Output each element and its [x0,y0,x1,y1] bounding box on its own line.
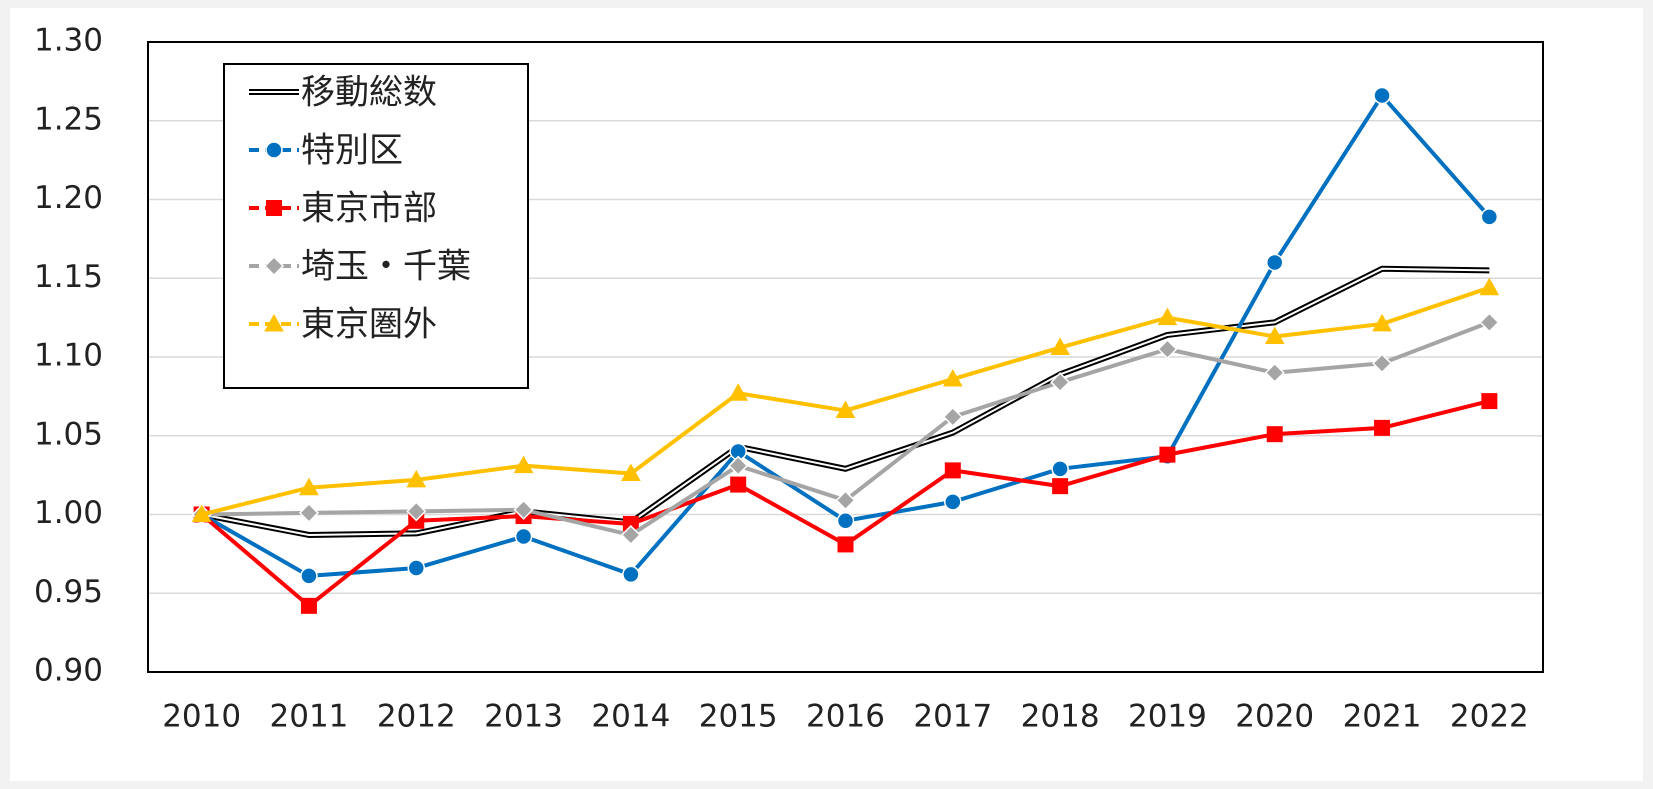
x-tick-label: 2018 [1021,699,1100,735]
marker [728,383,749,401]
marker [728,455,749,476]
y-tick-label: 1.20 [34,180,103,216]
marker [1264,362,1285,383]
y-tick-label: 1.00 [34,495,103,531]
marker [620,524,641,546]
marker [1157,339,1178,360]
x-tick-label: 2021 [1343,699,1422,735]
marker [837,536,854,553]
x-tick-label: 2011 [270,699,349,735]
x-tick-label: 2019 [1128,699,1207,735]
marker [1481,393,1498,410]
marker [191,504,212,522]
marker [944,493,962,511]
marker [1479,312,1500,333]
marker [1480,208,1499,226]
marker [621,463,641,482]
x-tick-label: 2015 [699,699,778,735]
marker [1374,419,1391,436]
marker [836,512,855,530]
marker [1372,313,1392,332]
y-tick-label: 1.05 [34,416,103,452]
marker [513,455,534,474]
x-tick-label: 2016 [806,699,885,735]
marker [1050,337,1070,356]
x-tick-label: 2010 [162,699,241,735]
marker [944,462,961,479]
legend-marker [264,313,284,332]
series-line [201,267,1490,536]
legend-box [223,63,529,389]
marker [730,476,747,493]
marker [406,469,427,488]
marker [1052,478,1069,495]
marker [1051,460,1069,478]
x-tick-label: 2014 [591,699,670,735]
marker [1479,277,1500,296]
marker [1373,86,1391,105]
legend-label: 移動総数 [301,73,437,113]
marker [1159,446,1176,463]
marker [406,501,427,522]
marker [513,499,534,520]
legend-label: 埼玉・千葉 [301,247,471,287]
marker [622,565,640,584]
marker [514,527,533,546]
legend-marker [265,141,283,159]
x-tick-label: 2013 [484,699,563,735]
marker [299,477,319,496]
marker [835,490,856,511]
legend-label: 東京圏外 [301,305,437,345]
marker [300,567,318,585]
legend-marker [263,255,285,277]
marker [1265,253,1284,272]
plot-frame [147,41,1544,673]
y-tick-label: 1.30 [34,23,103,59]
legend-marker [266,200,282,216]
x-tick-label: 2020 [1235,699,1314,735]
marker [835,400,856,419]
marker [1157,307,1178,326]
y-tick-label: 0.95 [34,574,103,610]
y-tick-label: 1.15 [34,259,103,295]
marker [1264,326,1285,345]
y-tick-label: 1.10 [34,338,103,374]
marker [300,597,317,614]
legend-label: 東京市部 [301,189,437,229]
marker [1371,353,1393,374]
marker [407,559,426,577]
marker [1050,372,1071,393]
y-tick-label: 0.90 [34,653,103,689]
marker [942,406,963,427]
marker [942,369,963,387]
marker [1266,426,1283,443]
x-tick-label: 2022 [1450,699,1529,735]
y-tick-label: 1.25 [34,101,103,137]
legend-label: 特別区 [301,131,403,171]
marker [298,502,320,523]
x-tick-label: 2017 [913,699,992,735]
x-tick-label: 2012 [377,699,456,735]
